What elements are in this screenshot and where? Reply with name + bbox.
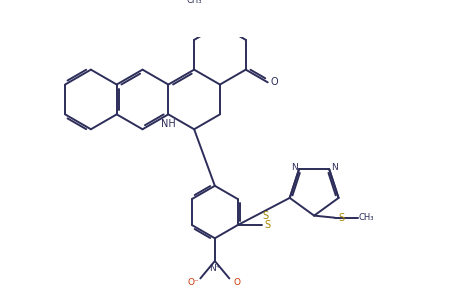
Text: N: N (291, 163, 298, 172)
Text: CH₃: CH₃ (187, 0, 202, 5)
Text: N: N (331, 163, 338, 172)
Text: S: S (338, 213, 344, 223)
Text: NH: NH (162, 119, 176, 129)
Text: O⁻: O⁻ (187, 278, 199, 287)
Text: S: S (263, 211, 269, 221)
Text: O: O (233, 278, 240, 287)
Text: N⁺: N⁺ (209, 264, 221, 273)
Text: O: O (270, 77, 278, 87)
Text: CH₃: CH₃ (359, 213, 374, 222)
Text: S: S (264, 220, 270, 230)
